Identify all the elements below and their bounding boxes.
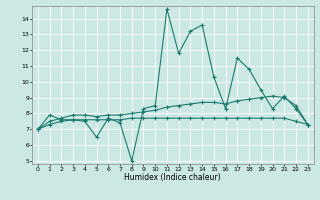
- X-axis label: Humidex (Indice chaleur): Humidex (Indice chaleur): [124, 173, 221, 182]
